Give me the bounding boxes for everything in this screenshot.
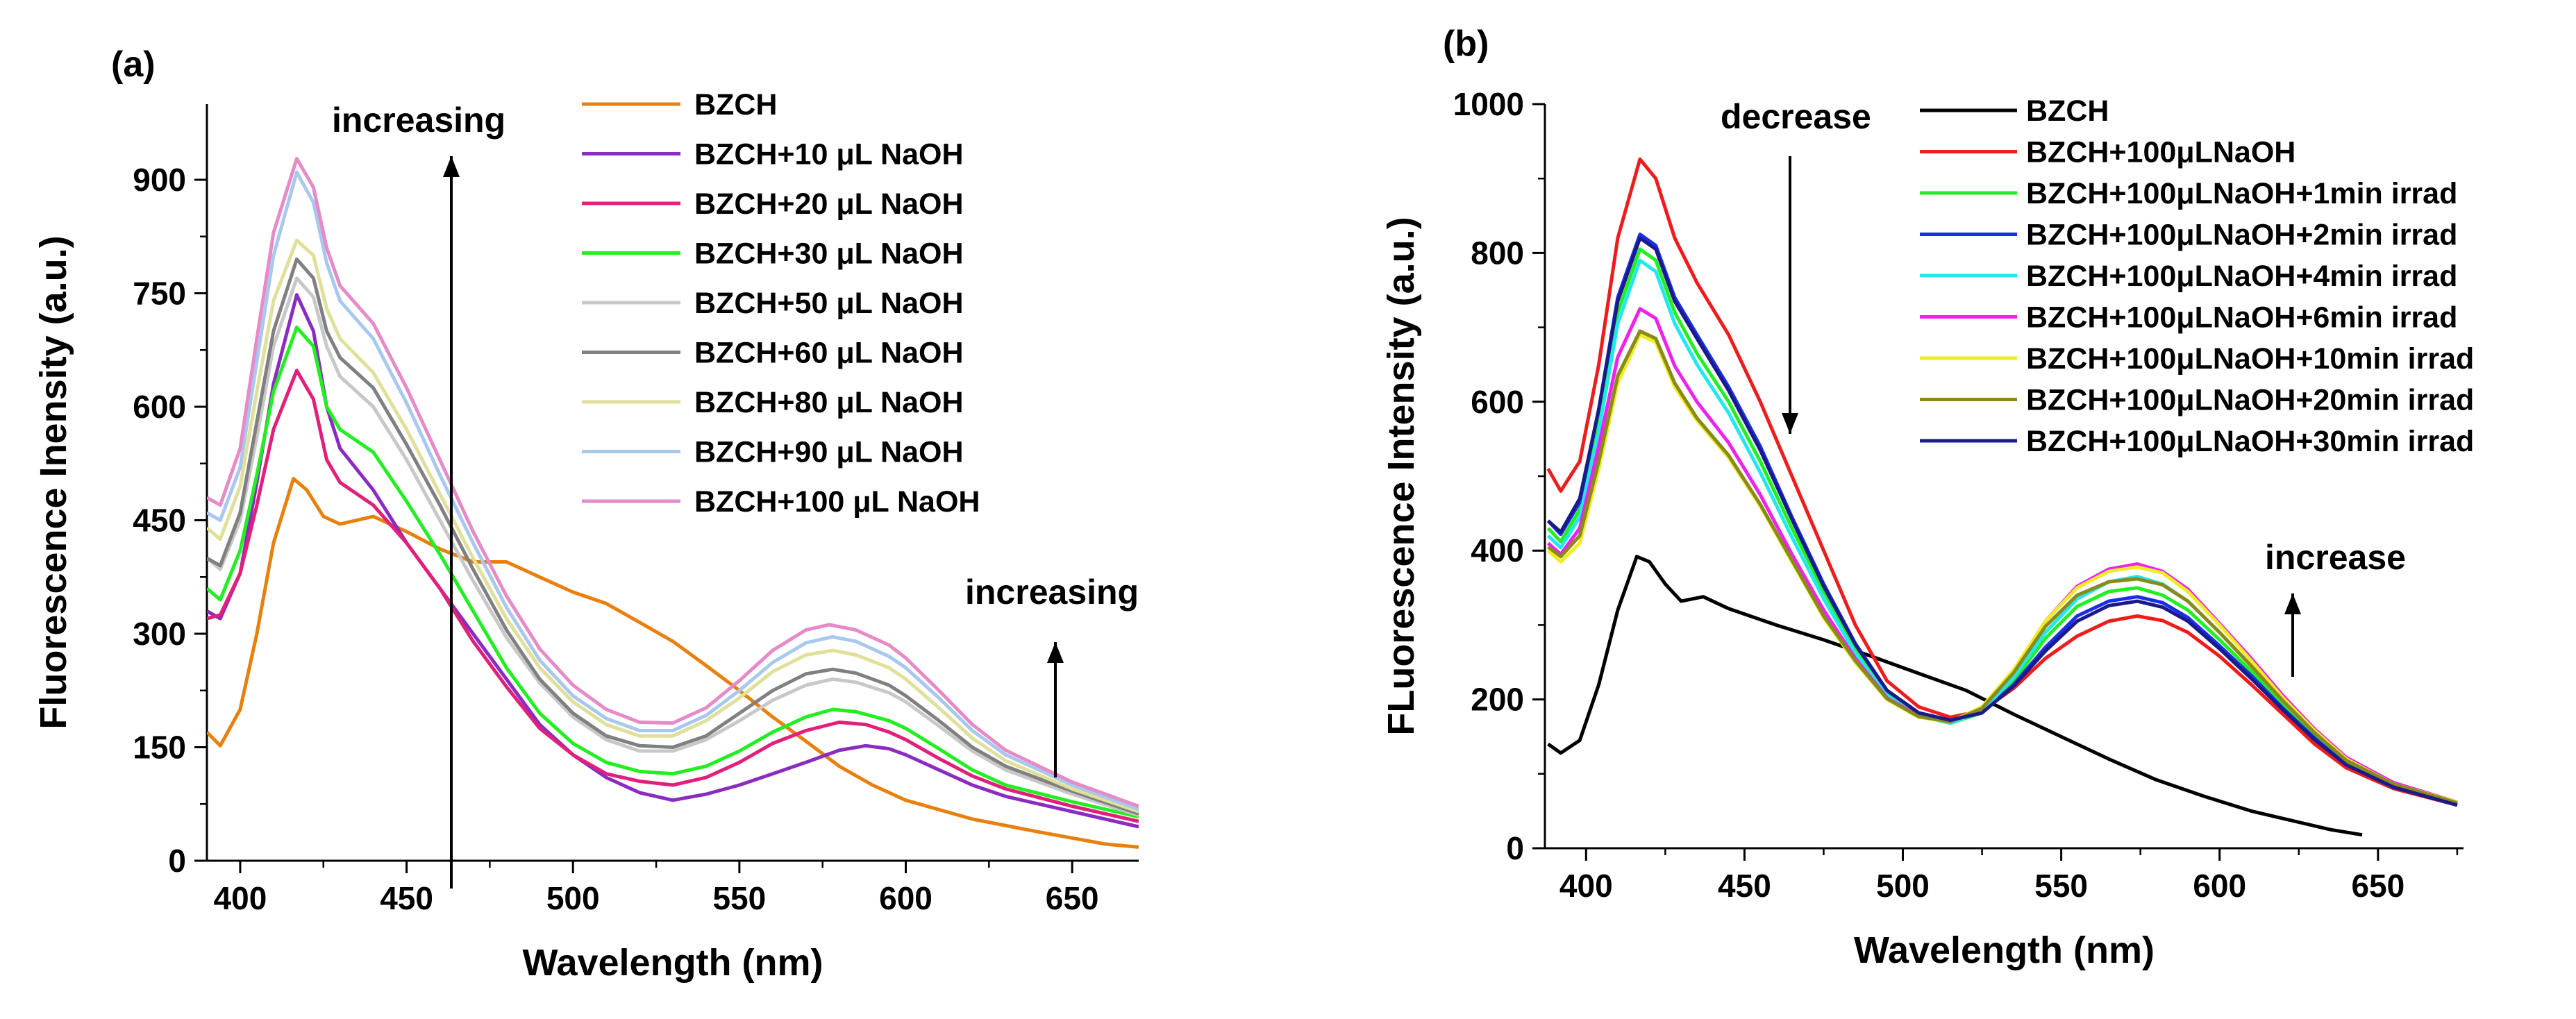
- annotation-arrowhead: [2284, 593, 2301, 614]
- y-tick-label: 300: [133, 616, 186, 652]
- series-line-4: [207, 276, 1139, 817]
- x-tick-label: 500: [1876, 868, 1930, 904]
- annotation-text: increase: [2265, 538, 2406, 577]
- annotation-text: increasing: [332, 101, 505, 140]
- x-tick-label: 400: [1559, 868, 1613, 904]
- y-tick-label: 900: [133, 162, 186, 198]
- series-line-7: [207, 170, 1139, 811]
- x-axis-title: Wavelength (nm): [1854, 929, 2155, 971]
- legend-label: BZCH+90 μL NaOH: [694, 436, 964, 469]
- y-tick-label: 200: [1471, 682, 1524, 718]
- x-tick-label: 600: [879, 880, 932, 916]
- legend-label: BZCH+100μLNaOH+10min irrad: [2026, 342, 2474, 376]
- y-axis-title: Fluorescence Inensity (a.u.): [33, 235, 74, 729]
- x-tick-label: 550: [2034, 868, 2088, 904]
- legend-label: BZCH+100μLNaOH: [2026, 136, 2295, 169]
- y-tick-label: 600: [1471, 384, 1524, 420]
- x-tick-label: 500: [546, 880, 600, 916]
- y-tick-label: 150: [133, 730, 186, 766]
- legend: BZCH BZCH+100μLNaOH BZCH+100μLNaOH+1min ir…: [1920, 94, 2474, 458]
- series-line-1: [1546, 157, 2458, 807]
- series-line-8: [1546, 236, 2458, 807]
- legend-label: BZCH+100 μL NaOH: [694, 485, 980, 519]
- legend-label: BZCH+100μLNaOH+30min irrad: [2026, 425, 2474, 458]
- y-tick-label: 400: [1471, 532, 1524, 569]
- annotation-arrowhead: [443, 156, 460, 177]
- annotation-text: decrease: [1721, 97, 1871, 136]
- series-line-3: [207, 326, 1139, 819]
- x-tick-label: 650: [2351, 868, 2404, 904]
- y-tick-label: 600: [133, 389, 186, 425]
- series-line-6: [207, 238, 1139, 814]
- panel-b: 400 450 500 550 600 650 0 200 400 600 800 1000 Wavel…: [1380, 24, 2474, 971]
- y-tick-label: 0: [1506, 830, 1524, 866]
- annotation-arrowhead: [1782, 413, 1798, 434]
- legend-label: BZCH+80 μL NaOH: [694, 386, 964, 419]
- x-tick-label: 450: [1718, 868, 1771, 904]
- y-tick-label: 450: [133, 503, 186, 539]
- panel-a: 400 450 500 550 600 650 0 150 300 450 600 750 900 Wav…: [33, 44, 1139, 984]
- series-line-5: [207, 257, 1139, 816]
- x-axis-title: Wavelength (nm): [522, 942, 823, 984]
- legend-label: BZCH+100μLNaOH+2min irrad: [2026, 219, 2457, 252]
- legend-label: BZCH: [694, 88, 777, 121]
- y-tick-label: 800: [1471, 235, 1524, 271]
- annotation-text: increasing: [965, 573, 1139, 612]
- x-tick-label: 550: [712, 880, 766, 916]
- x-tick-label: 450: [380, 880, 433, 916]
- panel-label: (a): [111, 44, 156, 85]
- x-tick-label: 600: [2193, 868, 2246, 904]
- legend-label: BZCH+100μLNaOH+4min irrad: [2026, 260, 2457, 293]
- legend-label: BZCH+20 μL NaOH: [694, 187, 964, 221]
- series-line-8: [207, 157, 1139, 808]
- series-line-7: [1547, 329, 2458, 805]
- legend-label: BZCH+10 μL NaOH: [694, 138, 964, 171]
- y-tick-label: 0: [168, 843, 186, 879]
- legend-label: BZCH+60 μL NaOH: [694, 337, 964, 370]
- series-line-0: [207, 477, 1139, 849]
- panel-label: (b): [1443, 24, 1489, 64]
- y-axis-title: FLuorescence Intensity (a.u.): [1380, 217, 1422, 735]
- legend-label: BZCH+100μLNaOH+20min irrad: [2026, 384, 2474, 417]
- legend-label: BZCH: [2026, 94, 2109, 128]
- annotation-arrowhead: [1047, 642, 1064, 663]
- series-line-0: [1547, 555, 2363, 837]
- x-tick-label: 400: [214, 880, 267, 916]
- legend: BZCH BZCH+10 μL NaOH BZCH+20 μL NaOH BZCH+3…: [582, 88, 980, 519]
- x-tick-label: 650: [1046, 880, 1099, 916]
- legend-label: BZCH+100μLNaOH+6min irrad: [2026, 301, 2457, 335]
- legend-label: BZCH+30 μL NaOH: [694, 237, 964, 271]
- y-tick-label: 1000: [1453, 86, 1524, 122]
- legend-label: BZCH+100μLNaOH+1min irrad: [2026, 177, 2457, 210]
- legend-label: BZCH+50 μL NaOH: [694, 287, 964, 320]
- y-tick-label: 750: [133, 276, 186, 312]
- series-line-2: [207, 369, 1139, 823]
